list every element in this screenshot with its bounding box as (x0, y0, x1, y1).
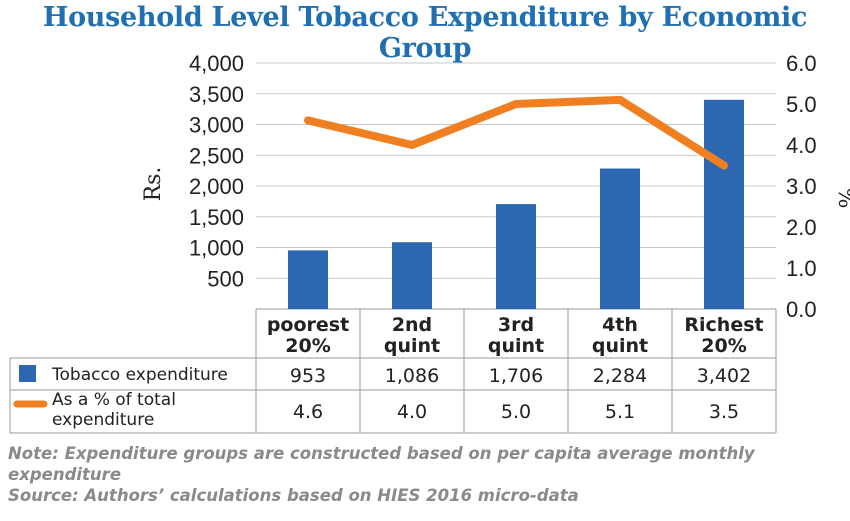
chart-title: Household Level Tobacco Expenditure by E… (42, 2, 808, 64)
y2-tick-label: 3.0 (786, 174, 817, 199)
y-tick-label: 3,500 (189, 82, 244, 107)
source-text: Source: Authors’ calculations based on H… (8, 486, 579, 505)
right-axis-label: % (833, 188, 850, 209)
bar (704, 99, 744, 309)
y2-tick-label: 1.0 (786, 256, 817, 281)
y-tick-label: 2,000 (189, 174, 244, 199)
y2-tick-label: 6.0 (786, 51, 817, 76)
y-tick-label: 1,500 (189, 205, 244, 230)
bar (288, 250, 328, 309)
right-axis-ticks: 0.0 1.0 2.0 3.0 4.0 5.0 6.0 (786, 51, 817, 322)
data-label: 4.6 (293, 401, 323, 423)
category-label: poorest (267, 314, 349, 336)
category-label: 20% (285, 335, 330, 357)
legend-label: As a % of total (52, 390, 176, 410)
left-axis-ticks: 500 1,000 1,500 2,000 2,500 3,000 3,500 4,000 (189, 51, 244, 291)
data-label: 1,706 (489, 365, 543, 387)
legend-label: expenditure (52, 410, 154, 430)
bar (496, 204, 536, 309)
data-label: 2,284 (593, 365, 647, 387)
y-tick-label: 3,000 (189, 113, 244, 138)
note-text: Note: Expenditure groups are constructed… (8, 444, 755, 484)
data-label: 953 (290, 365, 326, 387)
data-label: 5.0 (501, 401, 531, 423)
y2-tick-label: 5.0 (786, 92, 817, 117)
data-label: 3.5 (709, 401, 739, 423)
category-label: quint (592, 335, 648, 357)
data-label: 5.1 (605, 401, 635, 423)
footnotes: Note: Expenditure groups are constructed… (8, 443, 843, 506)
legend-label: Tobacco expenditure (51, 365, 228, 385)
legend-swatch-bar (19, 365, 36, 382)
y-tick-label: 4,000 (189, 51, 244, 76)
data-label: 3,402 (697, 365, 751, 387)
category-label: quint (384, 335, 440, 357)
data-label: 1,086 (385, 365, 439, 387)
line-series (304, 95, 728, 170)
category-label: Richest (684, 314, 763, 336)
y-tick-label: 500 (207, 266, 244, 291)
category-label: quint (488, 335, 544, 357)
chart-svg: 500 1,000 1,500 2,000 2,500 3,000 3,500 4,000 0… (9, 51, 850, 434)
data-label: 4.0 (397, 401, 427, 423)
y2-tick-label: 2.0 (786, 215, 817, 240)
bar (392, 242, 432, 309)
y-tick-label: 2,500 (189, 143, 244, 168)
category-label: 3rd (498, 314, 534, 336)
category-label: 20% (701, 335, 746, 357)
bar-series (288, 99, 744, 309)
y2-tick-label: 4.0 (786, 133, 817, 158)
y2-tick-label: 0.0 (786, 297, 817, 322)
category-label: 4th (602, 314, 638, 336)
bar (600, 168, 640, 309)
category-label: 2nd (392, 314, 432, 336)
data-table: poorest20%2ndquint3rdquint4thquintRiches… (9, 309, 777, 434)
y-tick-label: 1,000 (189, 236, 244, 261)
left-axis-label: Rs. (141, 167, 166, 202)
